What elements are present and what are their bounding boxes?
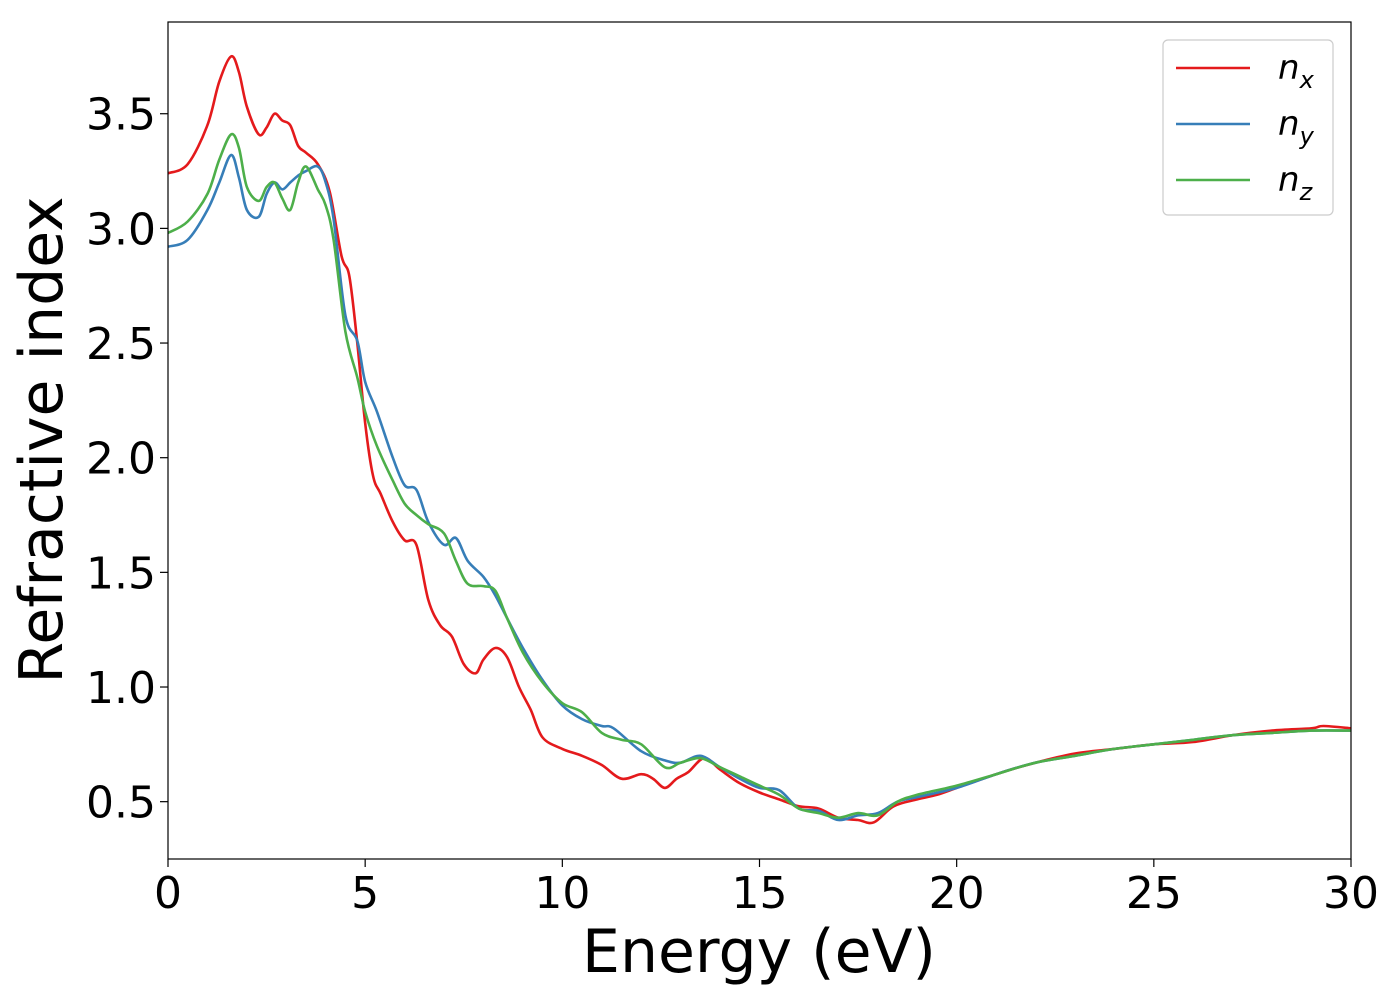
legend-label-nz: nz <box>1278 160 1314 206</box>
legend-label-nx: nx <box>1278 48 1315 94</box>
y-axis-label: Refractive index <box>7 196 77 683</box>
legend-box <box>1162 39 1334 216</box>
legend: nx ny nz <box>1162 39 1334 216</box>
y-tick-label: 3.0 <box>86 204 156 255</box>
y-tick-label: 3.5 <box>86 90 156 141</box>
x-tick-label: 5 <box>351 868 379 919</box>
x-tick-label: 15 <box>732 868 788 919</box>
y-tick-label: 2.5 <box>86 319 156 370</box>
y-tick-label: 1.0 <box>86 663 156 714</box>
legend-label-ny: ny <box>1278 104 1315 150</box>
y-tick-label: 1.5 <box>86 548 156 599</box>
plot-lines <box>168 55 1351 825</box>
series-line-nz <box>168 132 1351 819</box>
x-tick-label: 30 <box>1323 868 1379 919</box>
y-tick-label: 0.5 <box>86 778 156 829</box>
x-tick-label: 25 <box>1126 868 1182 919</box>
series-line-ny <box>168 153 1351 822</box>
x-tick-label: 20 <box>929 868 985 919</box>
y-tick-label: 2.0 <box>86 434 156 485</box>
x-tick-label: 10 <box>534 868 590 919</box>
x-axis-ticks: 0 5 10 15 20 25 30 <box>154 859 1379 919</box>
x-axis-label: Energy (eV) <box>582 917 936 987</box>
x-tick-label: 0 <box>154 868 182 919</box>
y-axis-ticks: 0.5 1.0 1.5 2.0 2.5 3.0 3.5 <box>86 90 168 829</box>
